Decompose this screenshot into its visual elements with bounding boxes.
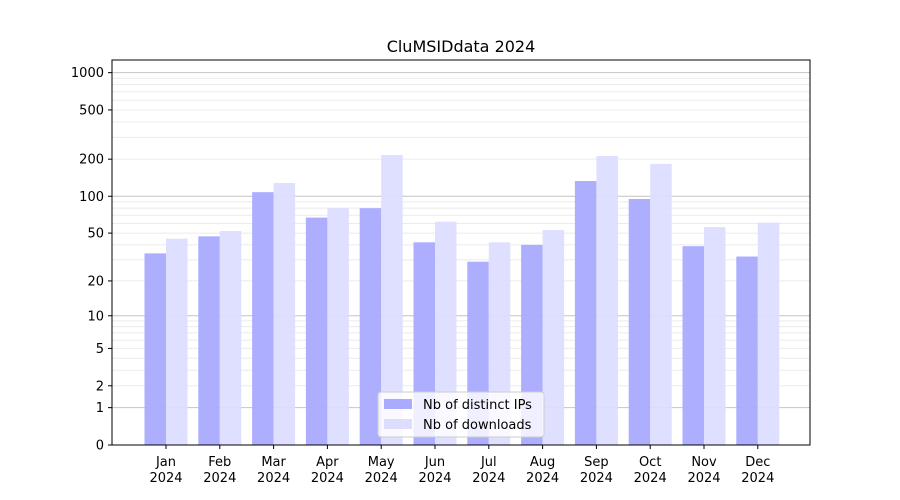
- x-tick-label: Mar 2024: [257, 455, 290, 486]
- legend: Nb of distinct IPs Nb of downloads: [377, 391, 545, 438]
- x-tick-label: Nov 2024: [687, 455, 720, 486]
- bar-ips: [144, 253, 166, 445]
- bar-downloads: [650, 163, 672, 446]
- bar-downloads: [704, 227, 726, 445]
- y-tick-label: 500: [79, 103, 104, 118]
- bar-ips: [736, 256, 758, 445]
- y-tick-label: 200: [79, 153, 104, 168]
- y-tick-label: 1: [96, 401, 104, 416]
- bar-downloads: [327, 208, 349, 445]
- x-tick-label: Apr 2024: [311, 455, 344, 486]
- x-tick-label: Jun 2024: [418, 455, 451, 486]
- legend-label: Nb of distinct IPs: [423, 398, 532, 413]
- bar-ips: [252, 192, 274, 445]
- x-tick-label: Jul 2024: [472, 455, 505, 486]
- y-tick-label: 0: [96, 439, 104, 454]
- y-tick-label: 20: [87, 274, 104, 289]
- legend-swatch: [384, 399, 412, 409]
- bar-downloads: [273, 183, 296, 446]
- y-tick-label: 10: [87, 309, 104, 324]
- x-tick-label: Aug 2024: [526, 455, 559, 486]
- x-tick-label: Sep 2024: [580, 455, 613, 486]
- axes-frame: [111, 59, 811, 446]
- x-tick-label: Feb 2024: [203, 455, 236, 486]
- legend-swatch: [384, 419, 412, 429]
- x-tick-label: Oct 2024: [634, 455, 667, 486]
- bar-downloads: [381, 155, 403, 445]
- bar-ips: [359, 208, 382, 445]
- y-tick-label: 2: [96, 379, 104, 394]
- bar-downloads: [219, 231, 242, 445]
- bar-downloads: [542, 230, 565, 445]
- legend-label: Nb of downloads: [423, 418, 532, 433]
- bar-ips: [574, 181, 597, 445]
- y-tick-label: 100: [79, 190, 104, 205]
- x-tick-label: Dec 2024: [741, 455, 774, 486]
- y-tick-label: 5: [96, 342, 104, 357]
- bar-ips: [628, 199, 651, 445]
- bar-ips: [198, 236, 220, 445]
- legend-box: [377, 391, 545, 438]
- bar-downloads: [166, 238, 188, 445]
- x-tick-label: Jan 2024: [149, 455, 182, 486]
- bar-downloads: [757, 222, 780, 445]
- chart-title: CluMSIDdata 2024: [387, 37, 536, 56]
- bar-ips: [682, 246, 704, 445]
- bar-downloads: [596, 156, 618, 445]
- bar-ips: [305, 217, 328, 445]
- y-tick-label: 50: [87, 227, 104, 242]
- x-tick-label: May 2024: [365, 455, 398, 486]
- y-tick-label: 1000: [71, 66, 104, 81]
- bar-downloads: [435, 221, 457, 445]
